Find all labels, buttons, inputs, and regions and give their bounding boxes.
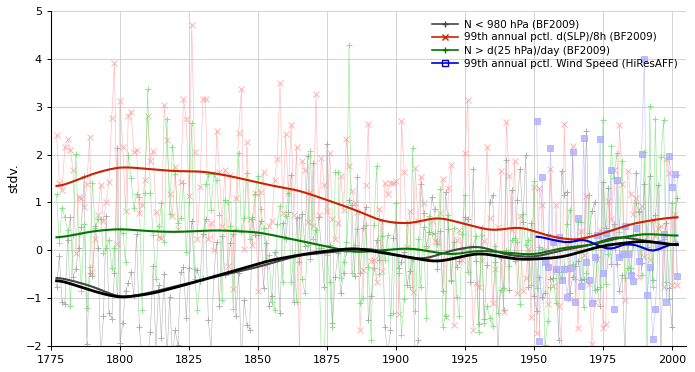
Legend: N < 980 hPa (BF2009), 99th annual pctl. d(SLP)/8h (BF2009), N > d(25 hPa)/day (B: N < 980 hPa (BF2009), 99th annual pctl. … [430,16,680,72]
Y-axis label: stdv.: stdv. [7,164,20,193]
